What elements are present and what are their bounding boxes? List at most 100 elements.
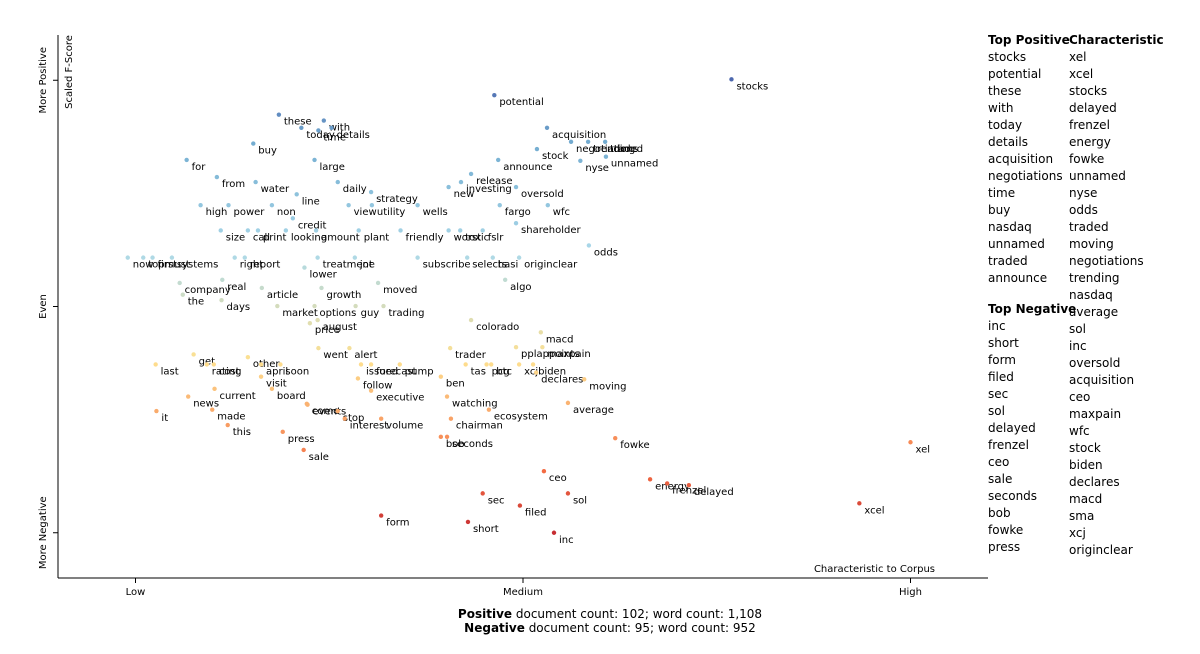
list-term: buy (988, 203, 1010, 217)
point-label: worst (454, 232, 482, 243)
point (253, 179, 258, 185)
point-label: moving (589, 381, 626, 392)
list-term: traded (1069, 220, 1109, 234)
point (211, 362, 216, 367)
point (191, 352, 196, 357)
point-label: power (234, 207, 266, 218)
list-term: frenzel (988, 438, 1029, 452)
list-term: with (988, 101, 1013, 115)
footer-line: Positive document count: 102; word count… (458, 607, 762, 621)
point (218, 228, 223, 233)
point-label: right (240, 260, 264, 271)
point (368, 388, 374, 393)
point-label: first (158, 260, 178, 271)
point-label: print (263, 232, 287, 243)
point-label: company (185, 285, 231, 296)
point-label: announce (503, 162, 552, 173)
point-label: these (284, 117, 312, 128)
point (613, 435, 618, 441)
point-label: august (323, 322, 357, 333)
point (232, 255, 237, 260)
point (226, 202, 231, 208)
point-label: non (277, 207, 296, 218)
point-label: forecast (376, 366, 417, 377)
point (212, 386, 217, 392)
list-term: bob (988, 506, 1011, 520)
point-label: ecosystem (494, 412, 548, 423)
footer-category: Negative (464, 621, 525, 635)
point-label: negotiations (576, 144, 638, 155)
point-label: events (313, 407, 347, 418)
point-label: stop (343, 413, 365, 424)
point-label: market (282, 308, 318, 319)
point-label: soon (285, 366, 309, 377)
point-label: trader (455, 350, 487, 361)
point-label: executive (376, 393, 424, 404)
list-term: today (988, 118, 1022, 132)
point (458, 228, 463, 233)
point (447, 345, 453, 351)
point-label: large (320, 162, 345, 173)
list-term: time (988, 186, 1015, 200)
point-label: shareholder (521, 225, 581, 236)
point-label: view (354, 207, 377, 218)
point (446, 184, 451, 190)
point (857, 501, 862, 506)
footer-line: Negative document count: 95; word count:… (464, 621, 756, 635)
point (369, 202, 375, 208)
point-label: daily (343, 184, 367, 195)
point-label: release (476, 176, 512, 187)
point (321, 118, 327, 123)
point-label: seconds (452, 439, 493, 450)
point (204, 362, 209, 367)
point-label: last (161, 366, 179, 377)
point (335, 408, 340, 414)
point-label: treatment (323, 260, 373, 271)
point-label: get (199, 356, 216, 367)
point-label: stocks (736, 81, 768, 92)
point (585, 139, 591, 144)
point (398, 228, 403, 233)
point (545, 202, 550, 208)
point-label: call (253, 232, 270, 243)
list-term: seconds (988, 489, 1037, 503)
point-label: wells (423, 207, 448, 218)
point (301, 447, 306, 453)
point (258, 374, 264, 379)
point (283, 228, 289, 233)
point-label: hasi (498, 260, 518, 271)
point (582, 377, 587, 382)
list-term: acquisition (988, 152, 1053, 166)
point (502, 277, 508, 283)
point-label: visit (266, 379, 287, 390)
point (647, 477, 653, 482)
list-term: inc (988, 319, 1006, 333)
point (312, 303, 317, 309)
point (378, 513, 384, 518)
point (245, 354, 251, 360)
list-term: ceo (988, 455, 1009, 469)
point (329, 125, 334, 130)
point-label: delayed (694, 487, 734, 498)
list-term: stocks (988, 50, 1026, 64)
point-label: fargo (505, 207, 531, 218)
point-label: bob (446, 439, 465, 450)
point (516, 255, 522, 260)
point-label: water (261, 184, 290, 195)
point-label: fslr (488, 232, 505, 243)
list-term: stocks (1069, 84, 1107, 98)
point (352, 255, 358, 260)
point (490, 255, 495, 260)
point-label: oversold (521, 189, 564, 200)
point-label: press (288, 434, 315, 445)
point-label: size (226, 232, 245, 243)
point-label: options (320, 308, 357, 319)
list-term: nasdaq (988, 220, 1032, 234)
point (353, 303, 358, 309)
point-label: credit (298, 220, 327, 231)
list-term: sec (988, 387, 1008, 401)
point-label: declares (541, 375, 583, 386)
list-title: Characteristic (1069, 33, 1164, 47)
list-term: unnamed (1069, 169, 1126, 183)
